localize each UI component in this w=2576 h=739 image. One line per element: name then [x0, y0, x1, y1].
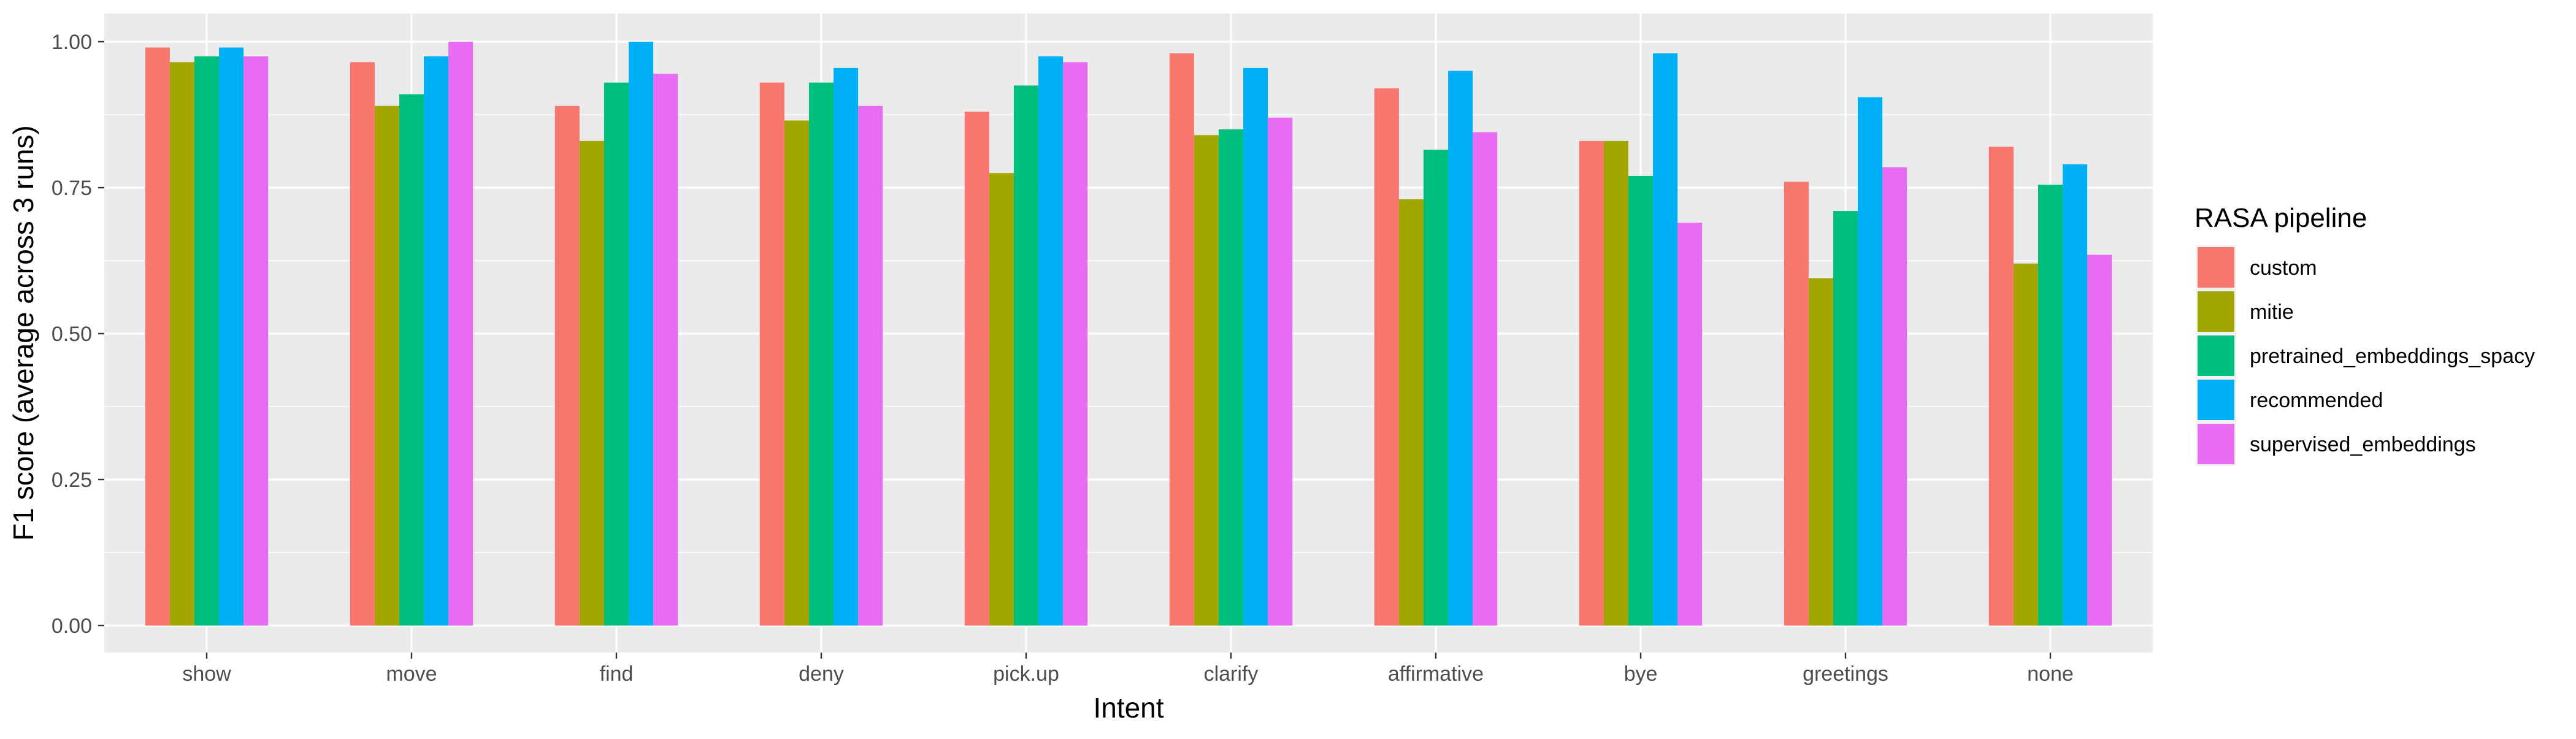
bar-mitie: [1194, 135, 1219, 626]
bar-mitie: [1808, 278, 1833, 626]
x-tick-label: pick.up: [993, 662, 1059, 686]
y-axis-title: F1 score (average across 3 runs): [7, 125, 39, 541]
bar-pretrained_embeddings_spacy: [1013, 85, 1039, 626]
bar-pretrained_embeddings_spacy: [2037, 185, 2063, 626]
legend-key-supervised_embeddings: [2198, 424, 2234, 464]
bar-mitie: [1398, 199, 1424, 626]
bar-mitie: [2013, 263, 2038, 626]
bar-custom: [964, 112, 989, 626]
bar-pretrained_embeddings_spacy: [808, 82, 834, 626]
bars: [145, 42, 2112, 626]
bar-recommended: [424, 56, 449, 626]
legend-label: pretrained_embeddings_spacy: [2250, 345, 2535, 368]
x-tick-label: greetings: [1803, 662, 1888, 686]
bar-supervised_embeddings: [2087, 255, 2112, 626]
x-tick-label: none: [2027, 662, 2074, 686]
bar-mitie: [579, 140, 604, 626]
legend-key-pretrained_embeddings_spacy: [2198, 335, 2234, 376]
legend-key-recommended: [2198, 380, 2234, 420]
x-tick-label: deny: [799, 662, 844, 686]
y-tick-label: 0.00: [52, 615, 92, 638]
bar-recommended: [1858, 97, 1883, 626]
bar-mitie: [1603, 140, 1628, 626]
x-tick-label: find: [600, 662, 634, 686]
bar-recommended: [629, 42, 654, 626]
y-axis: 0.00 0.25 0.50 0.75 1.00: [52, 31, 104, 638]
bar-supervised_embeddings: [1268, 117, 1293, 626]
legend-label: mitie: [2250, 301, 2294, 324]
x-axis: show move find deny pick.up clarify affirmativ…: [182, 653, 2074, 686]
bar-mitie: [374, 105, 399, 626]
legend-label: custom: [2250, 256, 2317, 280]
x-tick-label: bye: [1624, 662, 1658, 686]
x-tick-label: clarify: [1204, 662, 1259, 686]
y-tick-label: 1.00: [52, 31, 92, 54]
legend-label: supervised_embeddings: [2250, 433, 2476, 456]
bar-recommended: [1653, 53, 1678, 626]
bar-pretrained_embeddings_spacy: [604, 82, 629, 626]
bar-mitie: [784, 120, 809, 626]
bar-custom: [1988, 147, 2014, 626]
bar-pretrained_embeddings_spacy: [1628, 175, 1654, 626]
x-tick-label: show: [182, 662, 231, 686]
bar-supervised_embeddings: [1677, 223, 1703, 626]
bar-recommended: [2063, 164, 2088, 626]
bar-custom: [1579, 140, 1604, 626]
bar-pretrained_embeddings_spacy: [1423, 150, 1449, 626]
bar-custom: [759, 82, 784, 626]
bar-supervised_embeddings: [653, 74, 678, 626]
bar-custom: [1169, 53, 1194, 626]
x-axis-title: Intent: [1093, 692, 1163, 724]
bar-supervised_embeddings: [1063, 62, 1088, 626]
y-tick-label: 0.50: [52, 323, 92, 346]
bar-supervised_embeddings: [1882, 167, 1907, 626]
bar-custom: [350, 62, 375, 626]
bar-pretrained_embeddings_spacy: [1833, 211, 1858, 626]
bar-custom: [554, 105, 580, 626]
bar-pretrained_embeddings_spacy: [1218, 129, 1244, 626]
legend-title: RASA pipeline: [2195, 203, 2367, 233]
bar-recommended: [1448, 71, 1473, 626]
x-tick-label: move: [386, 662, 437, 686]
bar-supervised_embeddings: [858, 105, 883, 626]
y-tick-label: 0.75: [52, 177, 92, 200]
x-tick-label: affirmative: [1388, 662, 1484, 686]
bar-mitie: [169, 62, 194, 626]
bar-recommended: [1038, 56, 1064, 626]
bar-recommended: [219, 47, 244, 626]
legend: RASA pipeline custom mitie pretrained_embe…: [2195, 203, 2535, 466]
bar-custom: [1784, 182, 1809, 626]
bar-supervised_embeddings: [1473, 132, 1498, 626]
legend-key-mitie: [2198, 291, 2234, 332]
bar-mitie: [989, 173, 1014, 626]
y-tick-label: 0.25: [52, 469, 92, 492]
bar-recommended: [1243, 67, 1268, 626]
bar-custom: [1374, 88, 1399, 626]
bar-supervised_embeddings: [448, 42, 473, 626]
bar-supervised_embeddings: [243, 56, 269, 626]
bar-pretrained_embeddings_spacy: [399, 94, 424, 626]
bar-pretrained_embeddings_spacy: [194, 56, 220, 626]
legend-label: recommended: [2250, 389, 2383, 412]
bar-recommended: [834, 67, 859, 626]
bar-custom: [145, 47, 170, 626]
legend-key-custom: [2198, 247, 2234, 288]
